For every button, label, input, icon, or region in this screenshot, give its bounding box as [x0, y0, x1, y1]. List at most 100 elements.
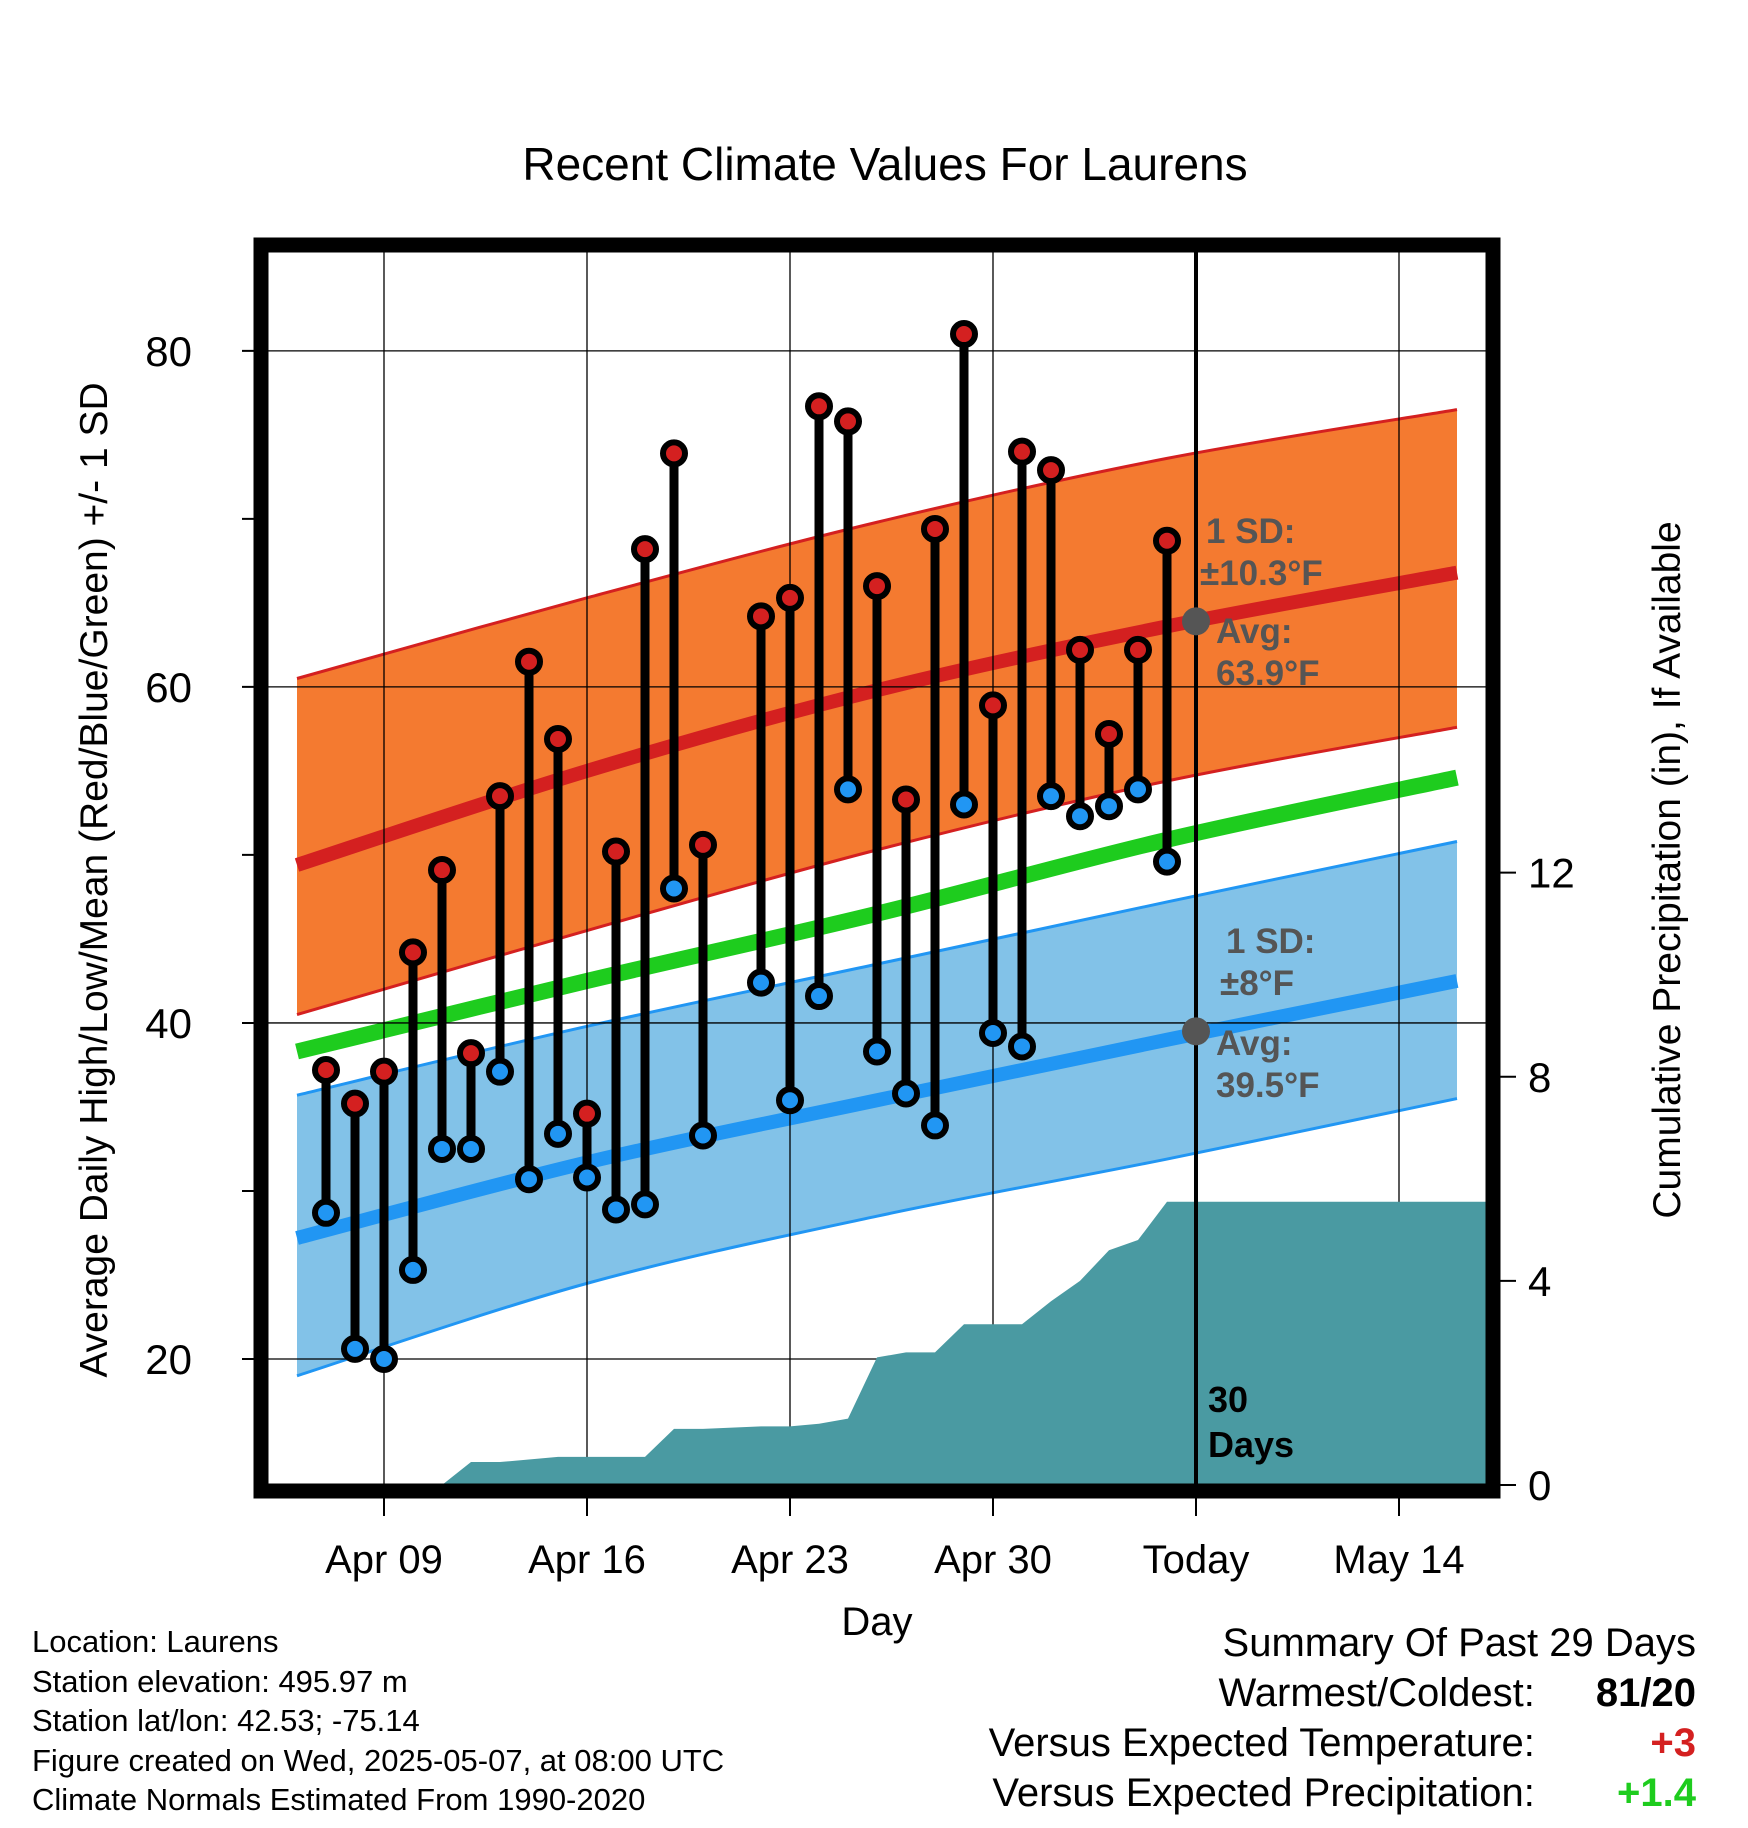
high-upper-edge	[296, 408, 1458, 680]
low-point	[892, 1079, 920, 1108]
today-days-label: Days	[1208, 1424, 1294, 1465]
low-point	[979, 1019, 1007, 1048]
x-axis-label: Day	[841, 1600, 912, 1644]
high-point	[689, 830, 717, 859]
summary-temp-row: Versus Expected Temperature: +3	[989, 1718, 1696, 1768]
summary-warmest-row: Warmest/Coldest: 81/20	[989, 1668, 1697, 1718]
high-point	[515, 647, 543, 676]
high-point	[341, 1089, 369, 1118]
chart-title: Recent Climate Values For Laurens	[522, 138, 1247, 190]
y-left-tick-label: 40	[145, 1000, 192, 1047]
precip-label: Versus Expected Precipitation:	[992, 1771, 1535, 1815]
high-point	[660, 439, 688, 468]
normals-text: Climate Normals Estimated From 1990-2020	[32, 1782, 646, 1817]
y-axis-label-right: Cumulative Precipitation (in), If Availa…	[1646, 521, 1689, 1218]
low-point	[863, 1037, 891, 1066]
low-sd-value: ±8°F	[1220, 964, 1294, 1003]
high-point	[428, 856, 456, 885]
high-point	[950, 320, 978, 349]
high-avg-label: Avg:	[1216, 612, 1292, 651]
latlon-text: Station lat/lon: 42.53; -75.14	[32, 1703, 420, 1738]
y-right-tick-label: 4	[1528, 1258, 1551, 1305]
low-sd-label: 1 SD:	[1226, 922, 1315, 961]
y-left-tick-label: 60	[145, 664, 192, 711]
x-tick-label: Apr 30	[934, 1538, 1052, 1582]
low-point	[602, 1195, 630, 1224]
y-left-tick-label: 80	[145, 328, 192, 375]
low-point	[631, 1190, 659, 1219]
low-normal-line	[295, 974, 1459, 1245]
low-point	[1095, 792, 1123, 821]
y-right-tick-label: 12	[1528, 850, 1575, 897]
station-info: Location: Laurens Station elevation: 495…	[32, 1622, 724, 1820]
low-point	[834, 775, 862, 804]
plot-frame	[253, 237, 1501, 1499]
high-point	[776, 583, 804, 612]
low-point	[1124, 775, 1152, 804]
warmest-label: Warmest/Coldest:	[1218, 1671, 1535, 1715]
x-tick-label: May 14	[1333, 1538, 1464, 1582]
high-point	[979, 691, 1007, 720]
high-point	[457, 1039, 485, 1068]
summary-title: Summary Of Past 29 Days	[1222, 1621, 1696, 1665]
high-point	[399, 938, 427, 967]
high-point	[486, 782, 514, 811]
high-point	[1124, 635, 1152, 664]
x-tick-label: Today	[1143, 1538, 1250, 1582]
low-point	[457, 1134, 485, 1163]
low-avg-value: 39.5°F	[1216, 1066, 1320, 1105]
low-point	[515, 1165, 543, 1194]
high-point	[921, 514, 949, 543]
daily-range-bars	[312, 320, 1181, 1373]
high-point	[834, 407, 862, 436]
created-text: Figure created on Wed, 2025-05-07, at 08…	[32, 1742, 725, 1778]
high-point	[892, 785, 920, 814]
low-avg-marker	[1182, 1017, 1210, 1046]
y-right-tick-label: 8	[1528, 1054, 1551, 1101]
high-point	[544, 724, 572, 753]
low-point	[486, 1057, 514, 1086]
location-text: Location: Laurens	[32, 1624, 279, 1659]
precipitation-area	[442, 1201, 1486, 1485]
low-point	[1153, 847, 1181, 876]
low-point	[1066, 802, 1094, 831]
precip-value: +1.4	[1617, 1771, 1696, 1815]
low-point	[399, 1255, 427, 1284]
high-point	[805, 392, 833, 421]
high-point	[863, 572, 891, 601]
low-point	[428, 1134, 456, 1163]
summary-precip-row: Versus Expected Precipitation: +1.4	[989, 1768, 1696, 1818]
low-point	[805, 982, 833, 1011]
high-point	[1153, 526, 1181, 555]
low-point	[1037, 782, 1065, 811]
low-point	[921, 1111, 949, 1140]
low-point	[747, 968, 775, 997]
high-point	[631, 535, 659, 564]
high-avg-marker	[1182, 607, 1210, 636]
precip-area-fill	[442, 1201, 1486, 1485]
low-lower-edge	[296, 1097, 1458, 1378]
summary-panel: Summary Of Past 29 Days Warmest/Coldest:…	[989, 1618, 1696, 1818]
low-avg-label: Avg:	[1216, 1024, 1292, 1063]
high-point	[573, 1099, 601, 1128]
high-sd-label: 1 SD:	[1206, 512, 1295, 551]
high-point	[312, 1055, 340, 1084]
low-point	[370, 1344, 398, 1373]
low-point	[544, 1119, 572, 1148]
x-tick-label: Apr 23	[731, 1538, 849, 1582]
low-point	[776, 1086, 804, 1115]
low-point	[341, 1334, 369, 1363]
y-axis-label-left: Average Daily High/Low/Mean (Red/Blue/Gr…	[73, 382, 116, 1377]
high-point	[1008, 437, 1036, 466]
high-point	[602, 837, 630, 866]
temp-label: Versus Expected Temperature:	[988, 1721, 1535, 1765]
high-point	[370, 1057, 398, 1086]
high-point	[747, 602, 775, 631]
high-avg-value: 63.9°F	[1216, 654, 1320, 693]
axes: 20 40 60 80 0 4 8 12 Apr 09 Apr 16 Apr 23 Apr 30 Tod…	[145, 328, 1574, 1582]
low-point	[1008, 1032, 1036, 1061]
x-tick-label: Apr 16	[528, 1538, 646, 1582]
